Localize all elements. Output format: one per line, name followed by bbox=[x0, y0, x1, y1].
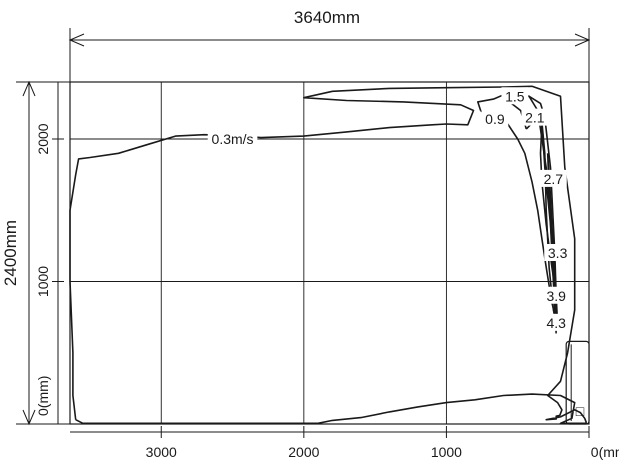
grid-lines bbox=[70, 82, 589, 424]
x-tick-label-3000: 3000 bbox=[146, 444, 177, 460]
contour-label-bg-0-9 bbox=[481, 110, 509, 128]
contour-line-0-3 bbox=[69, 85, 587, 425]
contour-label-bg-3-3 bbox=[544, 244, 572, 261]
x-tick-label-0: 0(mm) bbox=[591, 444, 619, 460]
width-dimension: 3640mm bbox=[68, 8, 591, 82]
contour-label-2-1: 2.1 bbox=[525, 110, 545, 126]
contour-label-4-3: 4.3 bbox=[546, 315, 566, 331]
contour-label-bg-0-3m-s bbox=[207, 130, 258, 147]
contour-label-bg-2-1 bbox=[521, 108, 549, 126]
x-tick-label-1000: 1000 bbox=[431, 444, 462, 460]
contour-label-bg-3-9 bbox=[542, 286, 570, 304]
contour-label-2-7: 2.7 bbox=[544, 171, 564, 187]
contour-label-bg-2-7 bbox=[539, 169, 567, 187]
contour-label-3-9: 3.9 bbox=[546, 288, 566, 304]
width-arrow-left bbox=[68, 33, 85, 47]
contour-label-1-5: 1.5 bbox=[505, 88, 525, 104]
y-tick-label-2000: 2000 bbox=[35, 123, 51, 154]
y-tick-label-1000: 1000 bbox=[35, 266, 51, 297]
height-arrow-top bbox=[22, 80, 36, 97]
contour-label-0-9: 0.9 bbox=[485, 111, 505, 127]
contour-label-bg-4-3 bbox=[542, 313, 570, 331]
x-tick-label-2000: 2000 bbox=[288, 444, 319, 460]
height-dimension: 2400mm bbox=[1, 80, 70, 426]
contour-lines bbox=[69, 85, 587, 425]
height-arrow-bottom bbox=[22, 409, 36, 426]
width-label: 3640mm bbox=[294, 8, 360, 27]
height-label: 2400mm bbox=[1, 220, 20, 286]
contour-label-bg-1-5 bbox=[501, 87, 529, 105]
axis-ticks: 3000 2000 1000 0(mm) 0(mm) 1000 2000 bbox=[35, 123, 619, 460]
obstacle-label: □ bbox=[576, 403, 585, 419]
obstacle-layer: □ bbox=[565, 340, 590, 425]
contour-labels: 0.3m/s 0.91.52.1 2.7 3.3 3.9 4.3 bbox=[207, 87, 572, 331]
contour-label-0-3m-s: 0.3m/s bbox=[212, 131, 254, 147]
contour-label-3-3: 3.3 bbox=[548, 245, 568, 261]
y-tick-label-0: 0(mm) bbox=[35, 376, 51, 416]
width-arrow-right bbox=[574, 33, 591, 47]
